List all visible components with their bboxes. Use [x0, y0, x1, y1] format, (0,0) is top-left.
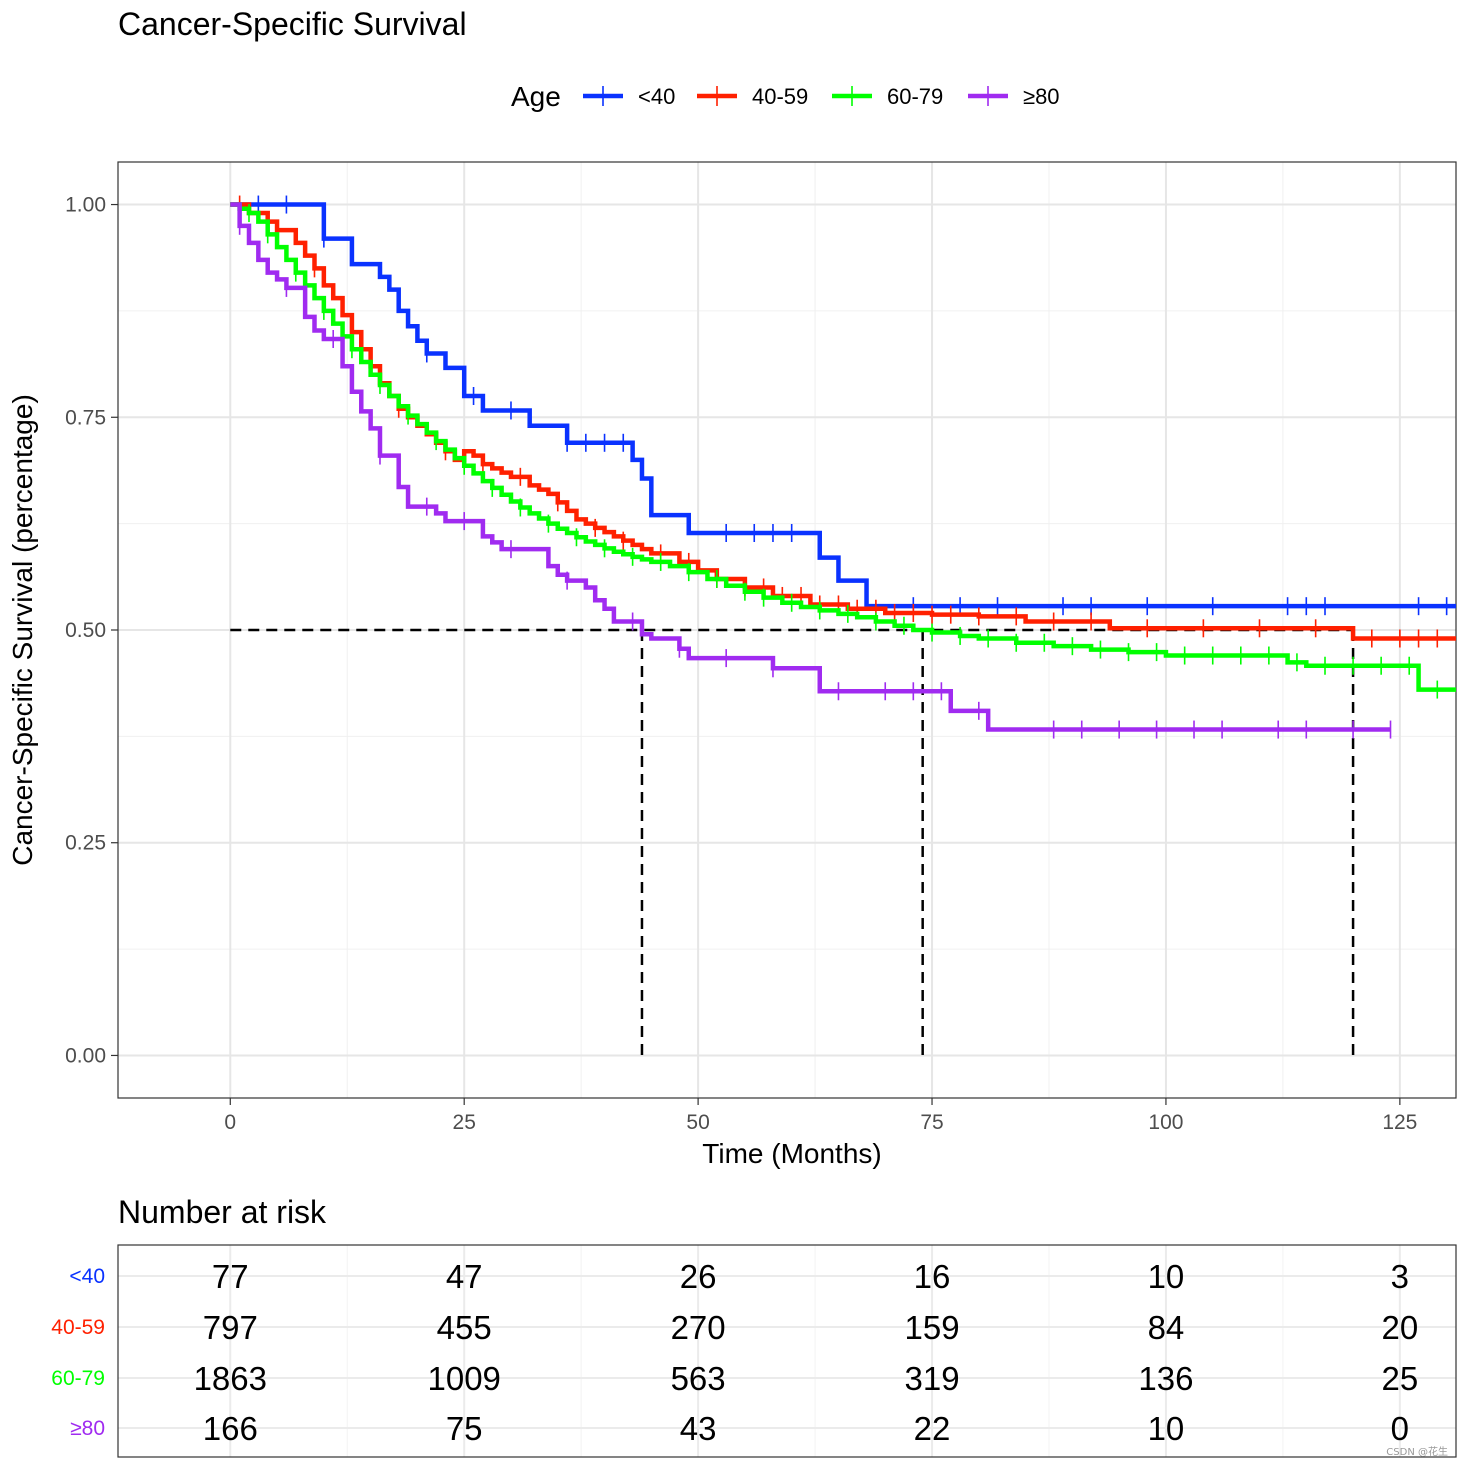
risk-table-title: Number at risk — [118, 1194, 327, 1230]
curve-60-79 — [230, 202, 1456, 692]
risk-table-border — [117, 1244, 1457, 1458]
x-tick-label: 125 — [1382, 1111, 1417, 1134]
x-tick-label: 75 — [920, 1111, 943, 1134]
legend-item-lt40: <40 — [583, 84, 675, 109]
risk-cell: 77 — [212, 1258, 249, 1295]
y-tick-label: 0.00 — [65, 1044, 106, 1067]
legend-item-40-59: 40-59 — [697, 84, 808, 109]
y-tick-label: 0.75 — [65, 406, 106, 429]
risk-cell: 136 — [1138, 1360, 1193, 1397]
curve-40-59 — [230, 202, 1456, 641]
x-tick-label: 0 — [224, 1111, 236, 1134]
risk-cell: 455 — [437, 1309, 492, 1346]
y-tick-label: 0.25 — [65, 832, 106, 855]
risk-cell: 1009 — [427, 1360, 500, 1397]
risk-cell: 75 — [446, 1410, 483, 1447]
risk-cell: 20 — [1382, 1309, 1419, 1346]
x-tick-label: 50 — [686, 1111, 709, 1134]
median-lines — [230, 628, 1355, 1056]
y-axis-title: Cancer-Specific Survival (percentage) — [7, 394, 38, 866]
legend-item-60-79: 60-79 — [832, 84, 943, 109]
legend-label: 60-79 — [887, 84, 943, 109]
risk-row-label: <40 — [69, 1265, 105, 1288]
risk-row-ge80: ≥80 166 75 43 22 10 0 — [70, 1410, 1409, 1447]
risk-cell: 10 — [1148, 1258, 1185, 1295]
risk-cell: 797 — [203, 1309, 258, 1346]
risk-cell: 270 — [671, 1309, 726, 1346]
risk-cell: 319 — [904, 1360, 959, 1397]
risk-cell: 159 — [904, 1309, 959, 1346]
risk-cell: 47 — [446, 1258, 483, 1295]
legend-label: ≥80 — [1023, 84, 1060, 109]
x-axis-title: Time (Months) — [702, 1138, 881, 1169]
risk-cell: 84 — [1148, 1309, 1185, 1346]
series-60-79 — [230, 202, 1456, 699]
risk-cell: 563 — [671, 1360, 726, 1397]
legend-item-ge80: ≥80 — [968, 84, 1060, 109]
risk-table: <40 77 47 26 16 10 3 40-59 797 455 270 159 84 20 60-79… — [51, 1258, 1418, 1447]
y-tick-label: 0.50 — [65, 619, 106, 642]
risk-cell: 0 — [1391, 1410, 1409, 1447]
risk-cell: 25 — [1382, 1360, 1419, 1397]
risk-table-grid — [118, 1245, 1456, 1457]
legend-label: <40 — [638, 84, 675, 109]
legend-title: Age — [511, 81, 561, 112]
risk-cell: 16 — [914, 1258, 951, 1295]
risk-row-40-59: 40-59 797 455 270 159 84 20 — [51, 1309, 1418, 1346]
risk-cell: 1863 — [194, 1360, 267, 1397]
x-axis: 0 25 50 75 100 125 — [224, 1098, 1417, 1134]
legend-label: 40-59 — [752, 84, 808, 109]
x-tick-label: 100 — [1148, 1111, 1183, 1134]
y-axis: 0.00 0.25 0.50 0.75 1.00 — [65, 194, 118, 1067]
risk-row-label: 60-79 — [51, 1367, 105, 1390]
risk-row-label: 40-59 — [51, 1316, 105, 1339]
risk-cell: 3 — [1391, 1258, 1409, 1295]
curve-ge80 — [230, 202, 1391, 732]
survival-curves — [230, 195, 1456, 739]
watermark: CSDN @花生 — [1386, 1447, 1448, 1458]
y-tick-label: 1.00 — [65, 194, 106, 217]
risk-cell: 26 — [680, 1258, 717, 1295]
chart-title: Cancer-Specific Survival — [118, 6, 467, 42]
risk-cell: 166 — [203, 1410, 258, 1447]
series-ge80 — [230, 202, 1392, 739]
legend: Age <40 40-59 60-79 ≥80 — [511, 81, 1060, 112]
risk-cell: 43 — [680, 1410, 717, 1447]
risk-cell: 10 — [1148, 1410, 1185, 1447]
series-lt40 — [230, 195, 1456, 616]
risk-row-lt40: <40 77 47 26 16 10 3 — [69, 1258, 1409, 1295]
risk-cell: 22 — [914, 1410, 951, 1447]
risk-row-label: ≥80 — [70, 1417, 105, 1440]
x-tick-label: 25 — [453, 1111, 476, 1134]
risk-row-60-79: 60-79 1863 1009 563 319 136 25 — [51, 1360, 1418, 1397]
curve-lt40 — [230, 202, 1456, 609]
